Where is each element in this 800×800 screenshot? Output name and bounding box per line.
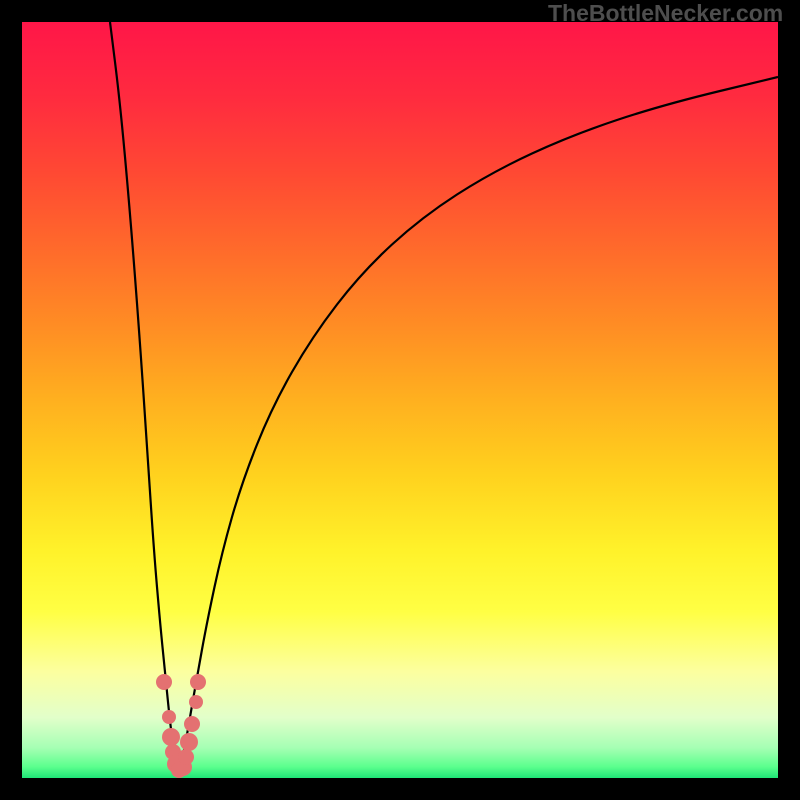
data-marker (156, 674, 172, 690)
chart-container: TheBottleNecker.com (0, 0, 800, 800)
curve-left (110, 22, 179, 772)
watermark-text: TheBottleNecker.com (548, 0, 783, 27)
data-marker (190, 674, 206, 690)
data-marker (162, 710, 176, 724)
data-marker (184, 716, 200, 732)
plot-area (22, 22, 778, 778)
bottleneck-curve (22, 22, 778, 778)
data-marker (189, 695, 203, 709)
data-marker (162, 728, 180, 746)
marker-group (156, 674, 206, 778)
curve-right (179, 77, 778, 772)
data-marker (178, 749, 194, 765)
data-marker (180, 733, 198, 751)
